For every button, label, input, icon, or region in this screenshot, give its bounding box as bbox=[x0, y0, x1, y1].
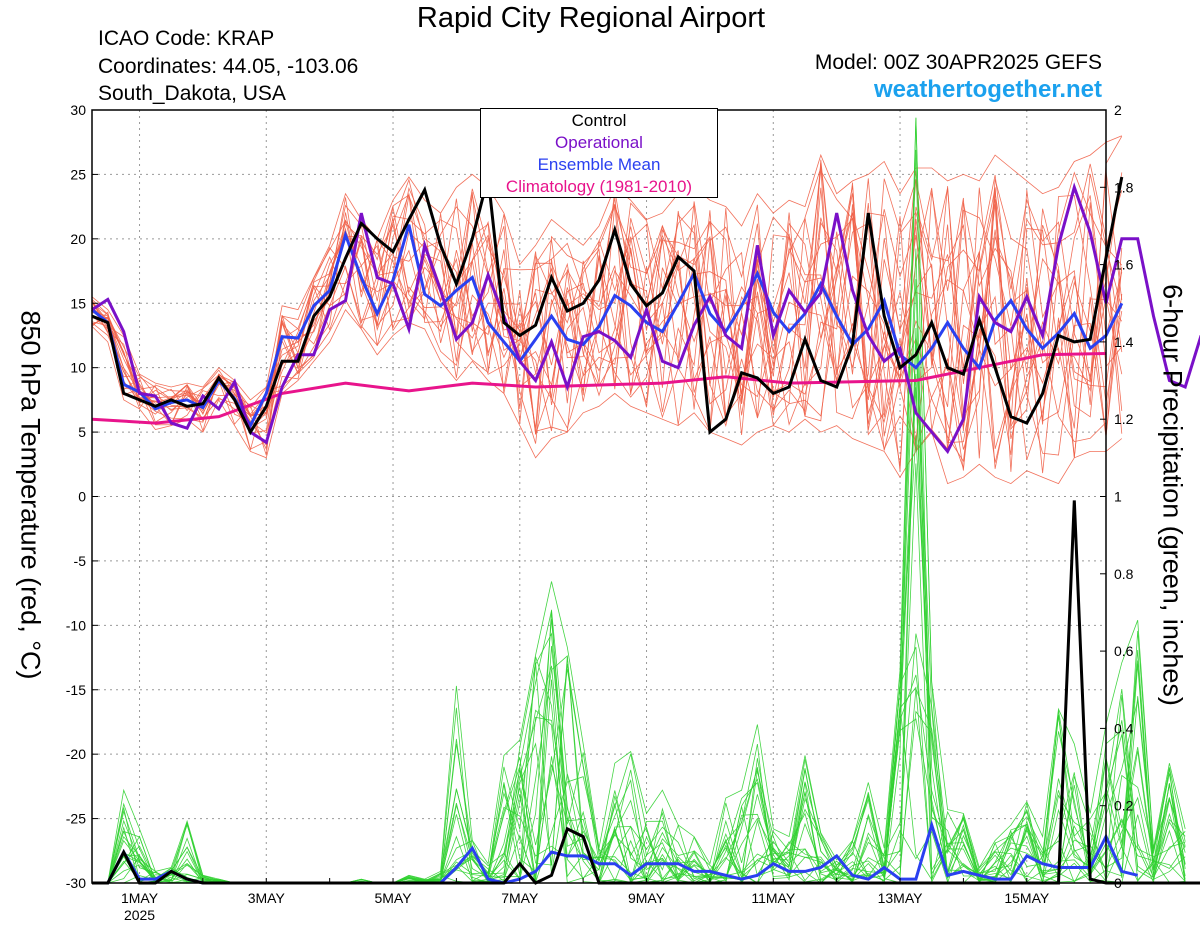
y-left-tick-label: 20 bbox=[70, 231, 86, 247]
y-right-tick-label: 1.6 bbox=[1114, 257, 1134, 273]
y-right-tick-label: 0 bbox=[1114, 875, 1122, 891]
y-right-tick-label: 1.4 bbox=[1114, 334, 1134, 350]
temperature-member-line bbox=[91, 185, 1123, 472]
x-tick-label: 7MAY bbox=[501, 890, 539, 906]
y-left-tick-label: -20 bbox=[66, 746, 86, 762]
y-left-tick-label: -10 bbox=[66, 617, 86, 633]
temp-mean-line bbox=[91, 224, 1124, 429]
y-left-tick-label: -15 bbox=[66, 682, 86, 698]
temperature-member-line bbox=[91, 136, 1123, 450]
temperature-member-line bbox=[91, 308, 1123, 485]
precipitation-member-line bbox=[92, 373, 1186, 885]
y-left-tick-label: 15 bbox=[70, 295, 86, 311]
y-right-tick-label: 1.2 bbox=[1114, 411, 1134, 427]
y-left-tick-label: -30 bbox=[66, 875, 86, 891]
y-left-tick-label: -25 bbox=[66, 811, 86, 827]
x-tick-sublabel: 2025 bbox=[124, 907, 155, 923]
y-right-tick-label: 0.6 bbox=[1114, 643, 1134, 659]
precipitation-member-line bbox=[92, 435, 1186, 884]
temperature-member-line bbox=[91, 192, 1123, 469]
chart-title: Rapid City Regional Airport bbox=[416, 2, 766, 34]
legend: Control Operational Ensemble Mean Climat… bbox=[480, 108, 718, 198]
x-tick-label: 9MAY bbox=[628, 890, 666, 906]
temp-control-line bbox=[91, 176, 1124, 436]
y-axis-right-label: 6-hour Precipitation (green, inches) bbox=[1157, 284, 1188, 706]
temperature-member-line bbox=[91, 187, 1123, 471]
y-left-tick-label: 0 bbox=[78, 489, 86, 505]
y-right-tick-label: 1.8 bbox=[1114, 179, 1134, 195]
axes: 302520151050-5-10-15-20-25-3021.81.61.41… bbox=[66, 102, 1134, 923]
temperature-member-line bbox=[91, 135, 1122, 401]
legend-climatology: Climatology (1981-2010) bbox=[505, 177, 693, 196]
y-left-tick-label: 10 bbox=[70, 360, 86, 376]
temp-operational-line bbox=[91, 182, 1200, 455]
x-tick-label: 1MAY bbox=[121, 890, 159, 906]
y-right-tick-label: 0.4 bbox=[1114, 720, 1134, 736]
y-left-tick-label: -5 bbox=[74, 553, 87, 569]
y-left-tick-label: 5 bbox=[78, 424, 86, 440]
y-right-tick-label: 0.2 bbox=[1114, 798, 1134, 814]
icao-code: ICAO Code: KRAP bbox=[98, 27, 275, 50]
temperature-member-line bbox=[91, 163, 1123, 435]
website-link[interactable]: weathertogether.net bbox=[873, 76, 1102, 103]
temperature-member-line bbox=[91, 202, 1123, 463]
x-tick-label: 5MAY bbox=[374, 890, 412, 906]
x-tick-label: 15MAY bbox=[1004, 890, 1050, 906]
region: South_Dakota, USA bbox=[98, 82, 286, 105]
model-run: Model: 00Z 30APR2025 GEFS bbox=[814, 51, 1102, 74]
legend-ensemble-mean: Ensemble Mean bbox=[537, 155, 661, 174]
precipitation-member-line bbox=[92, 149, 1186, 884]
grid bbox=[92, 110, 1106, 883]
legend-control: Control bbox=[571, 111, 627, 130]
y-left-tick-label: 30 bbox=[70, 102, 86, 118]
precipitation-member-line bbox=[92, 387, 1186, 885]
y-axis-left-label: 850 hPa Temperature (red, °C) bbox=[15, 310, 46, 680]
y-right-tick-label: 0.8 bbox=[1114, 566, 1134, 582]
x-tick-label: 11MAY bbox=[751, 890, 795, 906]
legend-operational: Operational bbox=[555, 133, 643, 152]
x-tick-label: 13MAY bbox=[878, 890, 924, 906]
y-left-tick-label: 25 bbox=[70, 166, 86, 182]
coordinates: Coordinates: 44.05, -103.06 bbox=[98, 55, 359, 78]
main-series bbox=[91, 176, 1200, 885]
y-right-tick-label: 1 bbox=[1114, 489, 1122, 505]
y-right-tick-label: 2 bbox=[1114, 102, 1122, 118]
temperature-member-line bbox=[91, 194, 1123, 463]
x-tick-label: 3MAY bbox=[248, 890, 286, 906]
